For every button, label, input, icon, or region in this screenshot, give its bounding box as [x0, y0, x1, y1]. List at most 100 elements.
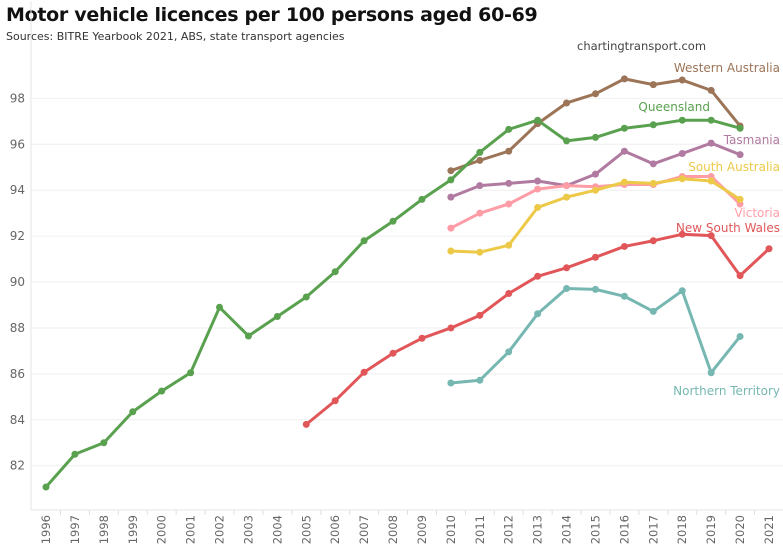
- series-label: New South Wales: [676, 221, 780, 235]
- data-point: [331, 268, 339, 276]
- data-point: [447, 193, 455, 201]
- x-tick-label: 2001: [184, 515, 198, 544]
- data-point: [505, 147, 513, 155]
- data-point: [447, 247, 455, 255]
- data-point: [678, 175, 686, 183]
- x-tick-label: 2003: [241, 515, 255, 544]
- data-point: [736, 272, 744, 280]
- x-tick-label: 2000: [155, 515, 169, 544]
- data-point: [505, 290, 513, 298]
- data-point: [678, 230, 686, 238]
- x-tick-label: 2013: [531, 515, 545, 544]
- series-label: Tasmania: [723, 133, 780, 147]
- x-tick-label: 2017: [646, 515, 660, 544]
- x-tick-label: 2009: [415, 515, 429, 544]
- data-point: [707, 232, 715, 240]
- x-tick-label: 2012: [502, 515, 516, 544]
- data-point: [534, 272, 542, 280]
- series-label: Victoria: [734, 206, 780, 220]
- watermark: chartingtransport.com: [577, 39, 707, 53]
- data-point: [505, 125, 513, 133]
- data-point: [707, 86, 715, 94]
- data-point: [678, 116, 686, 124]
- data-point: [649, 237, 657, 245]
- y-tick-label: 90: [10, 275, 25, 289]
- y-tick-label: 82: [10, 459, 25, 473]
- chart-title: Motor vehicle licences per 100 persons a…: [6, 4, 538, 26]
- x-tick-label: 2020: [733, 515, 747, 544]
- data-point: [707, 116, 715, 124]
- data-point: [447, 324, 455, 332]
- x-tick-label: 2004: [270, 515, 284, 544]
- data-point: [302, 293, 310, 301]
- y-tick-label: 86: [10, 367, 25, 381]
- x-tick-label: 2008: [386, 515, 400, 544]
- data-point: [591, 170, 599, 178]
- data-point: [620, 178, 628, 186]
- data-point: [216, 303, 224, 311]
- data-point: [505, 348, 513, 356]
- x-tick-label: 2015: [588, 515, 602, 544]
- x-tick-label: 2002: [213, 515, 227, 544]
- data-point: [736, 124, 744, 132]
- y-tick-label: 88: [10, 321, 25, 335]
- y-tick-label: 98: [10, 91, 25, 105]
- data-point: [505, 179, 513, 187]
- data-point: [707, 177, 715, 185]
- data-point: [563, 284, 571, 292]
- data-point: [678, 76, 686, 84]
- data-point: [534, 177, 542, 185]
- data-point: [476, 248, 484, 256]
- x-tick-label: 2016: [617, 515, 631, 544]
- data-point: [707, 139, 715, 147]
- data-point: [476, 209, 484, 217]
- data-point: [505, 200, 513, 208]
- data-point: [129, 408, 137, 416]
- data-point: [476, 182, 484, 190]
- data-point: [563, 182, 571, 190]
- data-point: [736, 195, 744, 203]
- x-tick-label: 1996: [39, 515, 53, 544]
- x-tick-label: 2019: [704, 515, 718, 544]
- data-point: [620, 147, 628, 155]
- data-point: [534, 116, 542, 124]
- data-point: [707, 369, 715, 377]
- data-point: [591, 285, 599, 293]
- data-point: [476, 311, 484, 319]
- data-point: [591, 186, 599, 194]
- x-tick-label: 1998: [97, 515, 111, 544]
- x-tick-label: 2018: [675, 515, 689, 544]
- data-point: [534, 310, 542, 318]
- data-point: [360, 237, 368, 245]
- x-tick-label: 2005: [299, 515, 313, 544]
- data-point: [447, 167, 455, 175]
- data-point: [649, 307, 657, 315]
- data-point: [563, 193, 571, 201]
- data-point: [736, 332, 744, 340]
- data-point: [476, 148, 484, 156]
- data-point: [505, 241, 513, 249]
- data-point: [476, 376, 484, 384]
- data-point: [331, 397, 339, 405]
- data-point: [389, 217, 397, 225]
- data-point: [620, 242, 628, 250]
- data-point: [476, 156, 484, 164]
- data-point: [591, 253, 599, 261]
- data-point: [42, 483, 50, 491]
- data-point: [620, 124, 628, 132]
- data-point: [649, 179, 657, 187]
- x-tick-label: 2011: [473, 515, 487, 544]
- data-point: [736, 151, 744, 159]
- data-point: [360, 368, 368, 376]
- x-tick-label: 1997: [68, 515, 82, 544]
- data-point: [418, 334, 426, 342]
- data-point: [563, 264, 571, 272]
- data-point: [649, 160, 657, 168]
- series-label: Western Australia: [674, 61, 780, 75]
- data-point: [71, 450, 79, 458]
- data-point: [273, 312, 281, 320]
- x-tick-label: 2010: [444, 515, 458, 544]
- y-tick-label: 92: [10, 229, 25, 243]
- x-tick-label: 2014: [560, 515, 574, 544]
